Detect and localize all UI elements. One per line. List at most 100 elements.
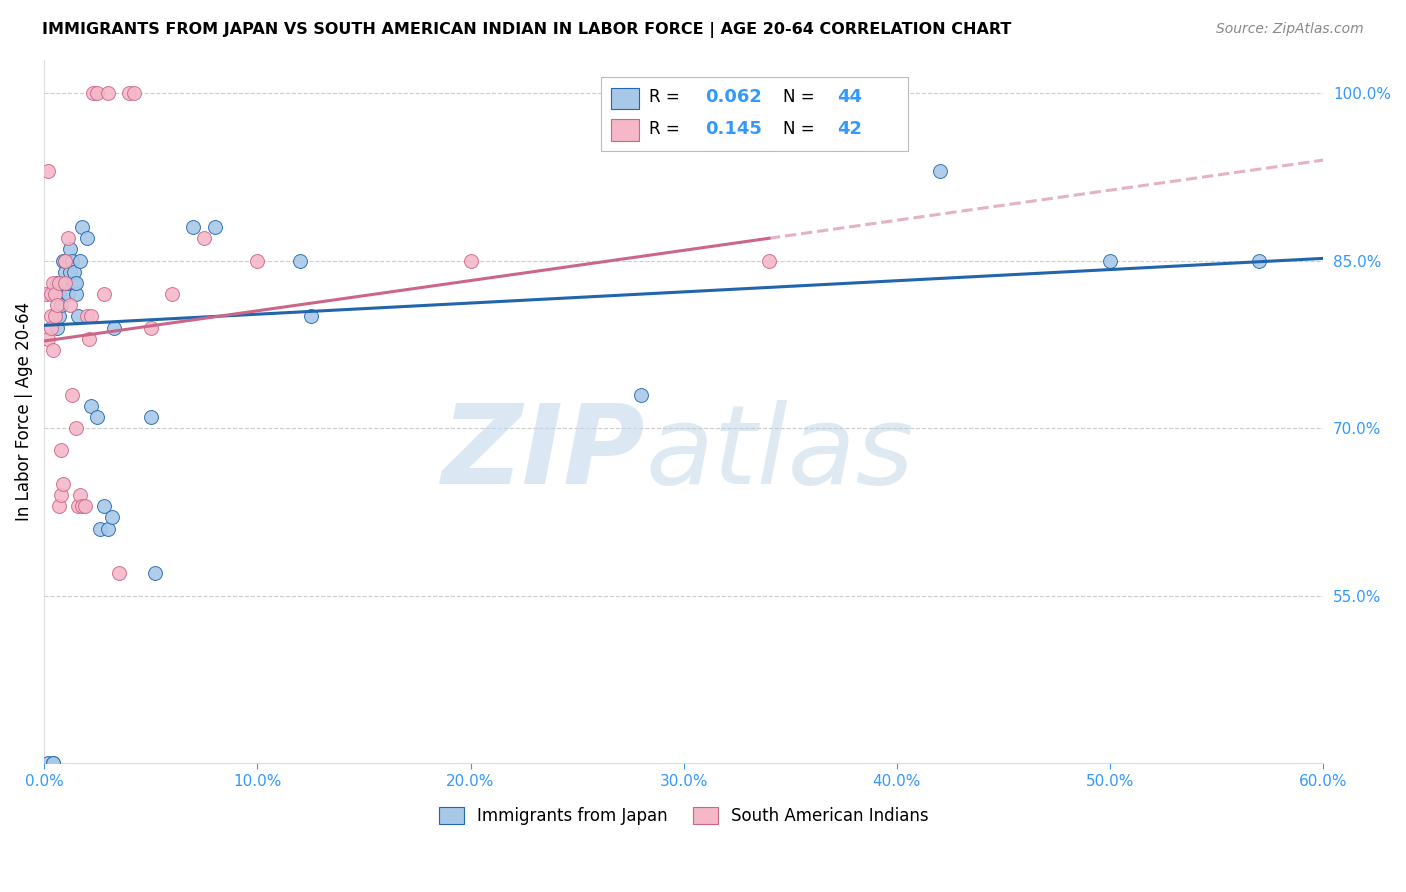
Text: N =: N = bbox=[783, 120, 820, 137]
Point bbox=[41, 756, 63, 771]
Point bbox=[48, 287, 70, 301]
Point bbox=[93, 287, 115, 301]
Point bbox=[67, 310, 90, 324]
Text: N =: N = bbox=[783, 88, 820, 106]
Point bbox=[139, 409, 162, 424]
Point bbox=[139, 320, 162, 334]
Point bbox=[76, 310, 98, 324]
Point bbox=[45, 276, 67, 290]
Point bbox=[928, 164, 950, 178]
Text: 0.062: 0.062 bbox=[706, 88, 762, 106]
Point bbox=[41, 756, 63, 771]
Point bbox=[97, 86, 120, 100]
Text: atlas: atlas bbox=[645, 401, 914, 507]
Point bbox=[103, 320, 125, 334]
Point bbox=[63, 276, 86, 290]
Point bbox=[86, 86, 108, 100]
Point bbox=[1249, 253, 1271, 268]
Point bbox=[59, 265, 82, 279]
Point bbox=[51, 488, 73, 502]
Point bbox=[65, 276, 87, 290]
Point bbox=[56, 276, 79, 290]
Point bbox=[56, 231, 79, 245]
Point bbox=[45, 298, 67, 312]
Point bbox=[51, 276, 73, 290]
Point bbox=[41, 343, 63, 357]
Point bbox=[80, 310, 103, 324]
Point bbox=[122, 86, 145, 100]
Point bbox=[48, 500, 70, 514]
Text: 44: 44 bbox=[837, 88, 862, 106]
Point bbox=[63, 265, 86, 279]
Point bbox=[93, 500, 115, 514]
Point bbox=[39, 320, 62, 334]
Point bbox=[160, 287, 183, 301]
Point bbox=[44, 310, 66, 324]
Text: 42: 42 bbox=[837, 120, 862, 137]
Point bbox=[118, 86, 141, 100]
Point bbox=[82, 86, 104, 100]
Point bbox=[77, 332, 100, 346]
Point bbox=[35, 287, 58, 301]
Point bbox=[204, 220, 226, 235]
Point bbox=[56, 287, 79, 301]
Point bbox=[51, 443, 73, 458]
Point bbox=[39, 287, 62, 301]
Point bbox=[48, 276, 70, 290]
Y-axis label: In Labor Force | Age 20-64: In Labor Force | Age 20-64 bbox=[15, 301, 32, 521]
Point bbox=[460, 253, 482, 268]
Point bbox=[69, 253, 91, 268]
Point bbox=[37, 332, 59, 346]
Point bbox=[37, 756, 59, 771]
Point bbox=[630, 387, 652, 401]
Text: Source: ZipAtlas.com: Source: ZipAtlas.com bbox=[1216, 22, 1364, 37]
Point bbox=[48, 310, 70, 324]
Point bbox=[758, 253, 780, 268]
Point bbox=[737, 86, 759, 100]
Text: R =: R = bbox=[650, 88, 685, 106]
Point bbox=[65, 287, 87, 301]
Point bbox=[73, 500, 96, 514]
Point bbox=[72, 500, 94, 514]
Point bbox=[97, 522, 120, 536]
Point bbox=[193, 231, 215, 245]
Point bbox=[65, 421, 87, 435]
Text: ZIP: ZIP bbox=[441, 401, 645, 507]
Point bbox=[59, 243, 82, 257]
Point bbox=[60, 253, 83, 268]
Text: IMMIGRANTS FROM JAPAN VS SOUTH AMERICAN INDIAN IN LABOR FORCE | AGE 20-64 CORREL: IMMIGRANTS FROM JAPAN VS SOUTH AMERICAN … bbox=[42, 22, 1011, 38]
Point bbox=[143, 566, 166, 581]
Point bbox=[246, 253, 269, 268]
Point bbox=[89, 522, 111, 536]
Point bbox=[60, 387, 83, 401]
Point bbox=[59, 298, 82, 312]
Point bbox=[52, 477, 75, 491]
Point bbox=[76, 231, 98, 245]
FancyBboxPatch shape bbox=[610, 120, 638, 141]
Point bbox=[86, 409, 108, 424]
Point bbox=[183, 220, 205, 235]
Point bbox=[51, 298, 73, 312]
Point bbox=[80, 399, 103, 413]
Point bbox=[45, 320, 67, 334]
Point bbox=[72, 220, 94, 235]
Point bbox=[52, 253, 75, 268]
Point bbox=[107, 566, 129, 581]
Point bbox=[55, 253, 77, 268]
FancyBboxPatch shape bbox=[600, 78, 907, 151]
Legend: Immigrants from Japan, South American Indians: Immigrants from Japan, South American In… bbox=[439, 807, 928, 825]
Point bbox=[39, 310, 62, 324]
Point bbox=[44, 287, 66, 301]
Point bbox=[55, 253, 77, 268]
Point bbox=[55, 276, 77, 290]
Point bbox=[55, 265, 77, 279]
Point bbox=[69, 488, 91, 502]
Point bbox=[37, 164, 59, 178]
Point bbox=[1099, 253, 1122, 268]
Point bbox=[41, 276, 63, 290]
Text: R =: R = bbox=[650, 120, 685, 137]
Point bbox=[288, 253, 311, 268]
Point bbox=[52, 276, 75, 290]
Point bbox=[299, 310, 322, 324]
Point bbox=[67, 500, 90, 514]
